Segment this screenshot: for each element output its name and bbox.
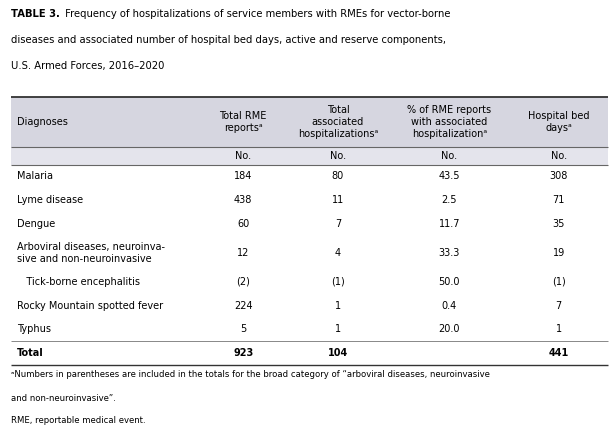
- Text: ᵃNumbers in parentheses are included in the totals for the broad category of “ar: ᵃNumbers in parentheses are included in …: [11, 370, 490, 379]
- Text: 11: 11: [332, 195, 344, 205]
- Text: TABLE 3.: TABLE 3.: [11, 9, 60, 19]
- Text: 11.7: 11.7: [438, 219, 460, 229]
- Text: and non-neuroinvasive”.: and non-neuroinvasive”.: [11, 394, 116, 403]
- Text: 4: 4: [335, 248, 341, 258]
- Text: 43.5: 43.5: [438, 171, 460, 181]
- Text: % of RME reports
with associated
hospitalizationᵃ: % of RME reports with associated hospita…: [407, 105, 491, 139]
- Text: 923: 923: [233, 348, 253, 358]
- Text: 12: 12: [237, 248, 249, 258]
- Text: RME, reportable medical event.: RME, reportable medical event.: [11, 416, 146, 425]
- Text: 184: 184: [234, 171, 252, 181]
- Text: No.: No.: [235, 151, 251, 161]
- Text: (1): (1): [552, 277, 566, 287]
- Text: 5: 5: [240, 324, 246, 334]
- Text: 224: 224: [234, 301, 252, 311]
- Text: 35: 35: [552, 219, 565, 229]
- Text: 1: 1: [335, 324, 341, 334]
- Text: 308: 308: [550, 171, 568, 181]
- Text: 50.0: 50.0: [438, 277, 460, 287]
- Text: 60: 60: [237, 219, 249, 229]
- Text: Lyme disease: Lyme disease: [17, 195, 84, 205]
- Text: Diagnoses: Diagnoses: [17, 117, 68, 127]
- Text: Total RME
reportsᵃ: Total RME reportsᵃ: [220, 111, 267, 133]
- Text: (2): (2): [236, 277, 250, 287]
- Text: Total: Total: [17, 348, 44, 358]
- Text: No.: No.: [330, 151, 346, 161]
- Text: Rocky Mountain spotted fever: Rocky Mountain spotted fever: [17, 301, 164, 311]
- Text: No.: No.: [441, 151, 458, 161]
- Text: Malaria: Malaria: [17, 171, 54, 181]
- Text: (1): (1): [331, 277, 345, 287]
- Text: diseases and associated number of hospital bed days, active and reserve componen: diseases and associated number of hospit…: [11, 35, 446, 45]
- Bar: [11, 97, 608, 147]
- Text: 7: 7: [335, 219, 341, 229]
- Text: 33.3: 33.3: [438, 248, 460, 258]
- Text: 104: 104: [328, 348, 348, 358]
- Text: 0.4: 0.4: [442, 301, 457, 311]
- Text: Frequency of hospitalizations of service members with RMEs for vector-borne: Frequency of hospitalizations of service…: [62, 9, 450, 19]
- Text: Arboviral diseases, neuroinva-
sive and non-neuroinvasive: Arboviral diseases, neuroinva- sive and …: [17, 242, 165, 264]
- Text: 19: 19: [553, 248, 565, 258]
- Bar: [11, 147, 608, 164]
- Text: 1: 1: [555, 324, 561, 334]
- Text: 80: 80: [332, 171, 344, 181]
- Text: 1: 1: [335, 301, 341, 311]
- Text: 7: 7: [555, 301, 562, 311]
- Text: U.S. Armed Forces, 2016–2020: U.S. Armed Forces, 2016–2020: [11, 61, 164, 71]
- Text: 441: 441: [549, 348, 569, 358]
- Text: Typhus: Typhus: [17, 324, 51, 334]
- Text: 71: 71: [552, 195, 565, 205]
- Text: No.: No.: [550, 151, 567, 161]
- Text: Tick-borne encephalitis: Tick-borne encephalitis: [17, 277, 140, 287]
- Text: Total
associated
hospitalizationsᵃ: Total associated hospitalizationsᵃ: [298, 105, 378, 139]
- Text: 438: 438: [234, 195, 252, 205]
- Text: Dengue: Dengue: [17, 219, 55, 229]
- Text: 20.0: 20.0: [438, 324, 460, 334]
- Text: 2.5: 2.5: [442, 195, 457, 205]
- Text: Hospital bed
daysᵃ: Hospital bed daysᵃ: [528, 111, 589, 133]
